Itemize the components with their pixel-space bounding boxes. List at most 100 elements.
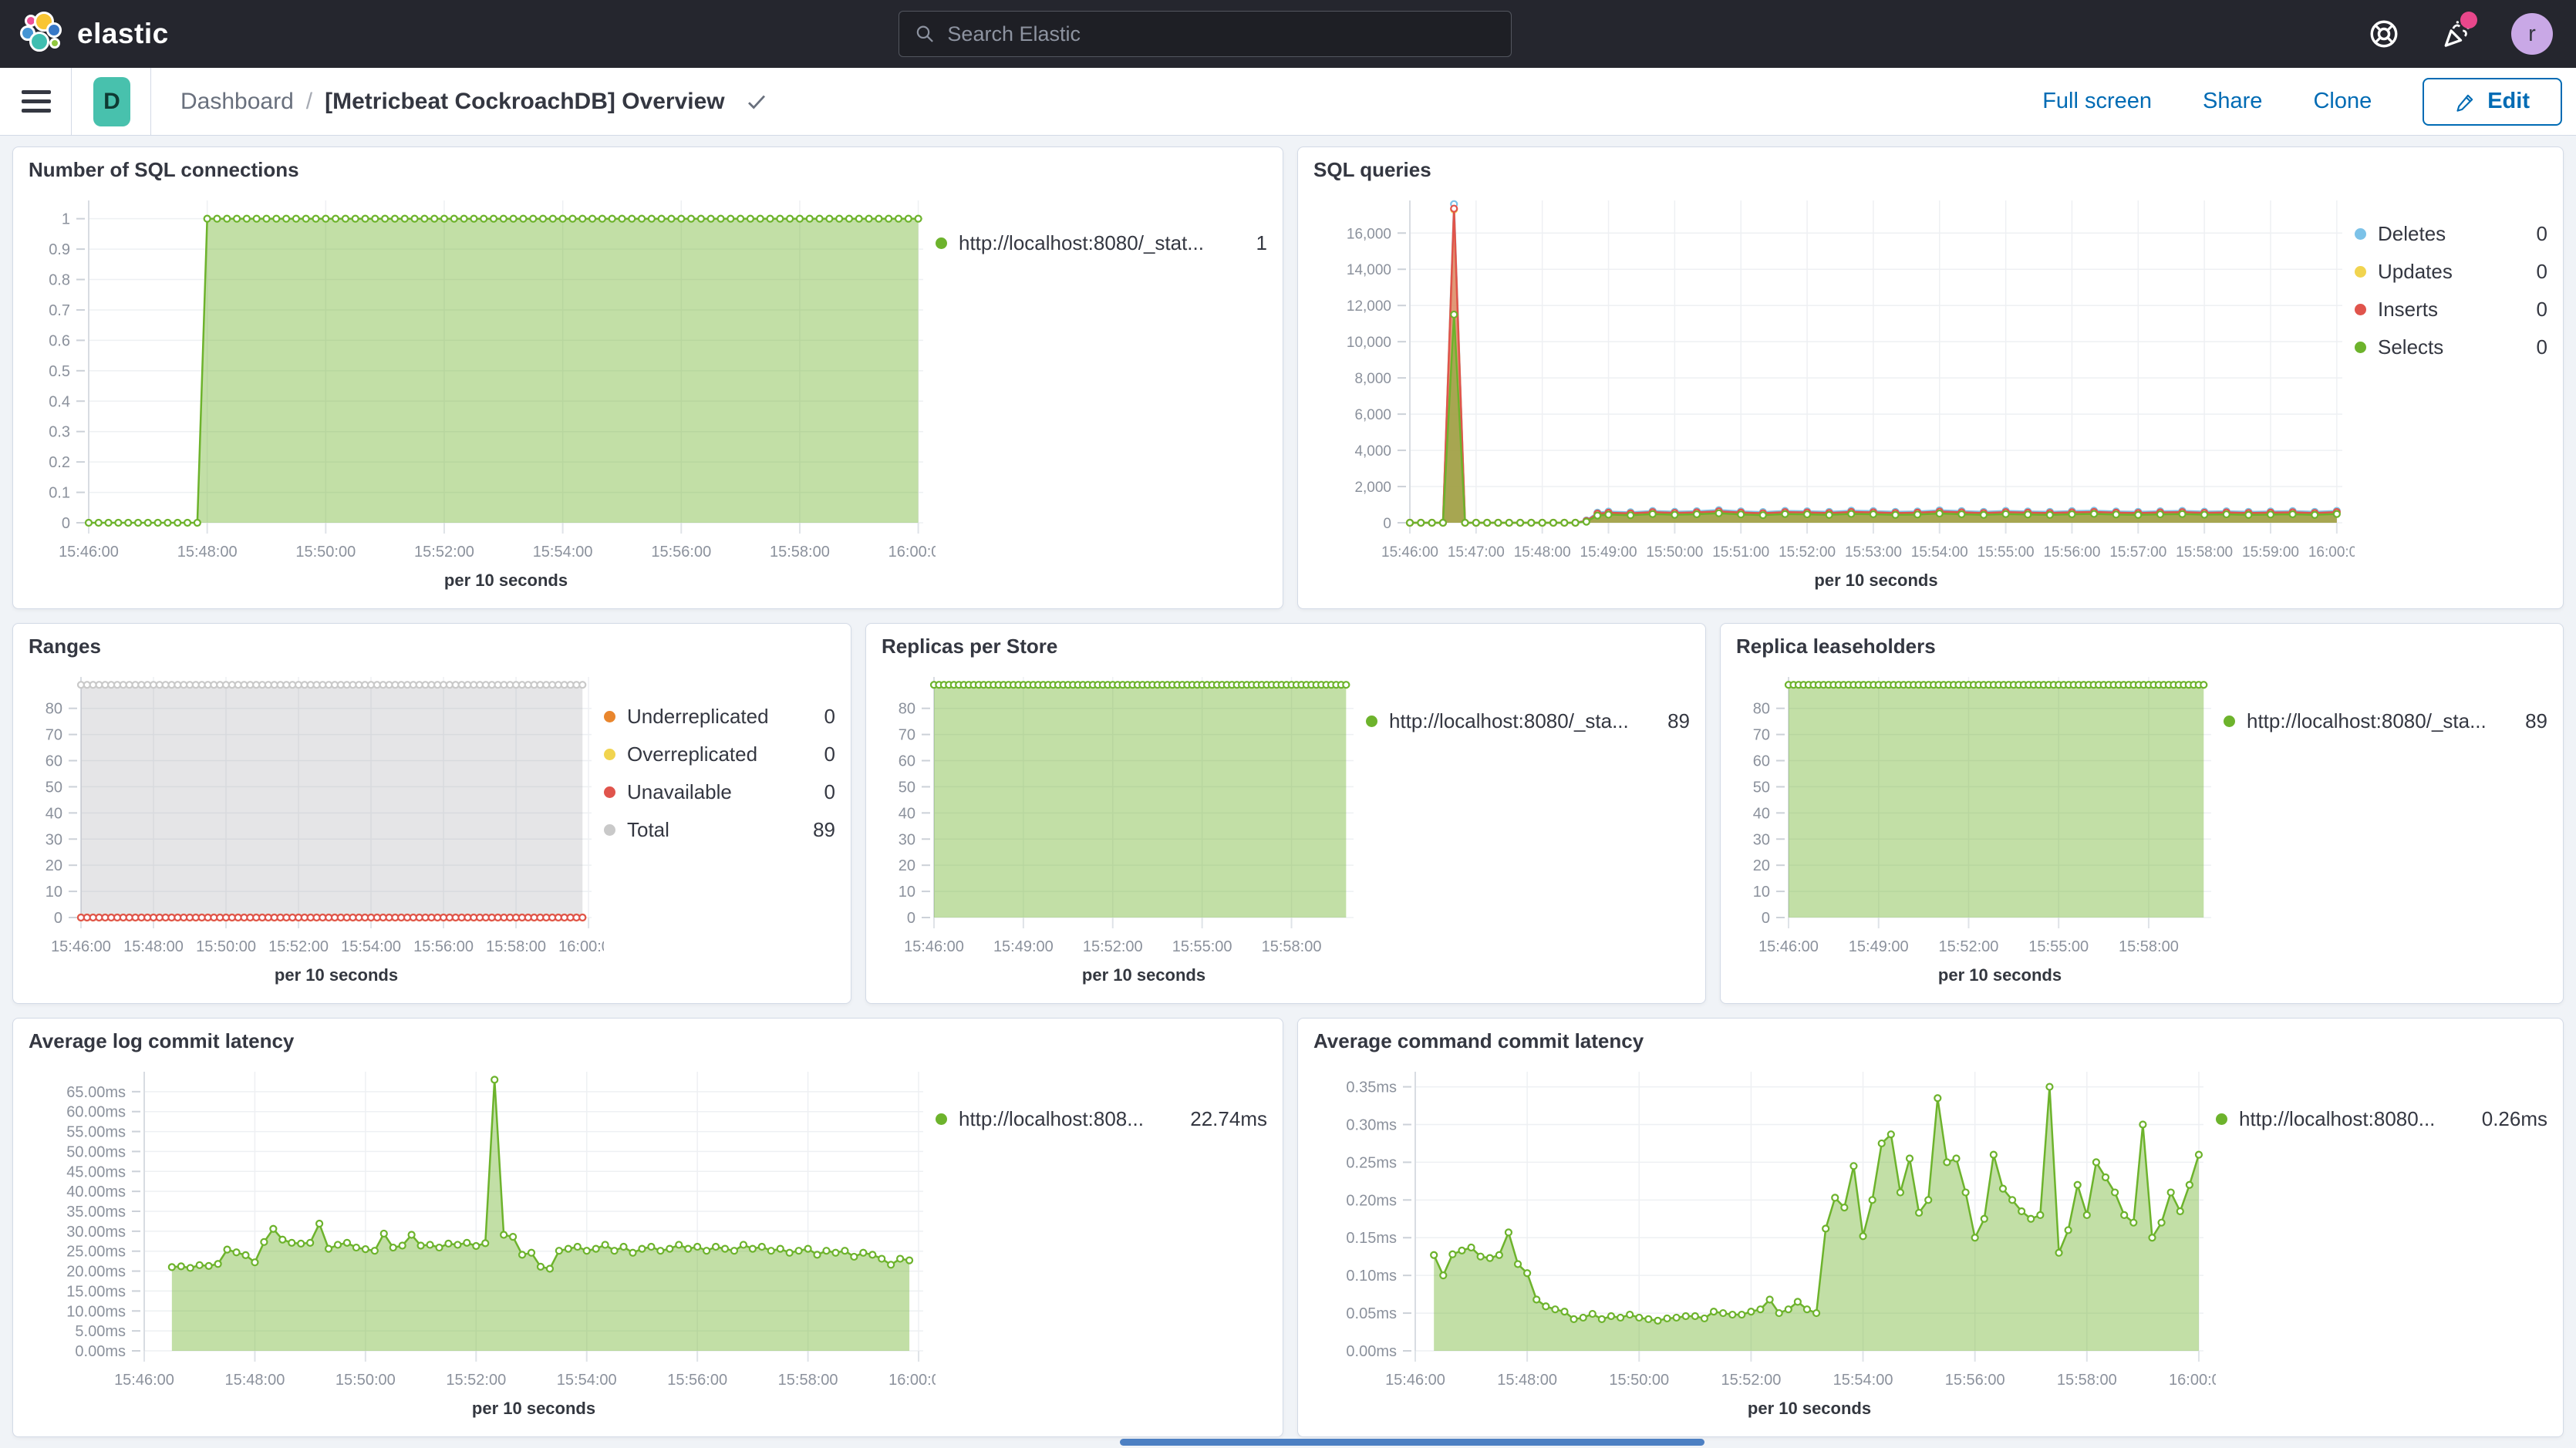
legend-item[interactable]: Selects 0 xyxy=(2355,335,2547,359)
svg-text:0.00ms: 0.00ms xyxy=(1346,1343,1397,1360)
svg-text:15:59:00: 15:59:00 xyxy=(2242,544,2299,561)
svg-text:15:46:00: 15:46:00 xyxy=(114,1372,174,1389)
legend-value: 1 xyxy=(1256,231,1267,254)
legend-dot-icon xyxy=(1366,716,1377,727)
svg-text:15:53:00: 15:53:00 xyxy=(1845,544,1902,561)
legend-item[interactable]: Inserts 0 xyxy=(2355,298,2547,322)
svg-text:15:52:00: 15:52:00 xyxy=(1779,544,1836,561)
svg-text:15:46:00: 15:46:00 xyxy=(904,938,964,955)
legend-label: Inserts xyxy=(2378,298,2439,321)
legend: Deletes 0 Updates 0 Inserts 0 Selects 0 xyxy=(2355,185,2547,594)
svg-text:10,000: 10,000 xyxy=(1347,335,1391,351)
legend-item[interactable]: Updates 0 xyxy=(2355,260,2547,284)
legend-dot-icon xyxy=(2355,266,2366,278)
title-check-icon[interactable] xyxy=(745,90,768,113)
svg-text:15:50:00: 15:50:00 xyxy=(335,1372,396,1389)
legend-item[interactable]: http://localhost:8080/_sta... 89 xyxy=(1366,709,1690,733)
legend-value: 89 xyxy=(1667,709,1690,732)
panel-sql-connections[interactable]: Number of SQL connections 1 0.9 0.8 0.7 0.6 0… xyxy=(12,146,1283,609)
svg-text:60: 60 xyxy=(46,753,62,770)
dashboard-grid: Number of SQL connections 1 0.9 0.8 0.7 0.6 0… xyxy=(0,136,2576,1448)
legend-item[interactable]: http://localhost:8080/_stat... 1 xyxy=(936,231,1267,255)
svg-text:per 10 seconds: per 10 seconds xyxy=(1938,965,2062,985)
svg-text:15:49:00: 15:49:00 xyxy=(1849,938,1909,955)
svg-text:0.10ms: 0.10ms xyxy=(1346,1268,1397,1285)
chart-sql-connections: 1 0.9 0.8 0.7 0.6 0.5 0.4 0.3 0.2 0.1 0 15:46:00 15:… xyxy=(49,200,936,590)
toolbar-actions: Full screen Share Clone Edit xyxy=(2042,77,2576,126)
svg-text:16,000: 16,000 xyxy=(1347,226,1391,242)
svg-text:15:54:00: 15:54:00 xyxy=(1911,544,1968,561)
horizontal-scrollbar[interactable] xyxy=(1120,1439,1704,1446)
elastic-brand[interactable]: elastic xyxy=(0,12,478,56)
svg-text:0.30ms: 0.30ms xyxy=(1346,1116,1397,1133)
legend-item[interactable]: http://localhost:8080/_sta... 89 xyxy=(2224,709,2547,733)
svg-text:15:58:00: 15:58:00 xyxy=(778,1372,838,1389)
svg-text:16:00:00: 16:00:00 xyxy=(558,938,604,955)
svg-text:15:52:00: 15:52:00 xyxy=(268,938,329,955)
user-avatar[interactable]: r xyxy=(2511,13,2553,55)
breadcrumb-dashboard[interactable]: Dashboard xyxy=(180,88,294,114)
svg-text:per 10 seconds: per 10 seconds xyxy=(444,571,568,590)
svg-text:0.3: 0.3 xyxy=(49,424,70,441)
panel-log-commit[interactable]: Average log commit latency 65.00ms 60.00m… xyxy=(12,1018,1283,1437)
legend-dot-icon xyxy=(604,786,615,798)
svg-text:55.00ms: 55.00ms xyxy=(66,1124,126,1141)
legend-item[interactable]: http://localhost:808... 22.74ms xyxy=(936,1107,1267,1131)
panel-sql-queries[interactable]: SQL queries 16,000 14,000 12,000 10,000 8,00… xyxy=(1297,146,2564,609)
panel-command-commit[interactable]: Average command commit latency 0.35ms 0.3… xyxy=(1297,1018,2564,1437)
legend-item[interactable]: Total 89 xyxy=(604,818,835,842)
svg-text:0: 0 xyxy=(907,910,915,927)
search-input[interactable] xyxy=(947,22,1495,46)
panel-title: Average command commit latency xyxy=(1313,1029,1644,1052)
clone-button[interactable]: Clone xyxy=(2313,89,2372,113)
svg-text:0: 0 xyxy=(1762,910,1770,927)
svg-text:40: 40 xyxy=(46,805,62,822)
svg-text:0.35ms: 0.35ms xyxy=(1346,1079,1397,1096)
legend-value: 0 xyxy=(2536,260,2547,283)
dashboard-app-badge[interactable]: D xyxy=(93,76,130,126)
panel-title: Average log commit latency xyxy=(29,1029,295,1052)
full-screen-button[interactable]: Full screen xyxy=(2042,89,2153,113)
news-icon[interactable] xyxy=(2439,12,2477,52)
share-button[interactable]: Share xyxy=(2203,89,2263,113)
svg-text:15:48:00: 15:48:00 xyxy=(177,544,238,561)
svg-text:15:58:00: 15:58:00 xyxy=(2176,544,2233,561)
svg-text:50: 50 xyxy=(1753,779,1770,796)
svg-text:0.4: 0.4 xyxy=(49,393,70,410)
svg-text:10: 10 xyxy=(1753,884,1770,901)
chart-sql-queries: 16,000 14,000 12,000 10,000 8,000 6,000 4,000 2… xyxy=(1347,200,2355,590)
legend: Underreplicated 0 Overreplicated 0 Unavailab… xyxy=(604,662,835,988)
svg-text:70: 70 xyxy=(899,727,915,744)
legend-label: Updates xyxy=(2378,260,2453,283)
legend-label: http://localhost:8080/_sta... xyxy=(1389,709,1629,732)
legend: http://localhost:8080... 0.26ms xyxy=(2216,1056,2547,1422)
legend: http://localhost:8080/_stat... 1 xyxy=(936,185,1267,594)
panel-title: Replicas per Store xyxy=(882,635,1058,658)
svg-text:30.00ms: 30.00ms xyxy=(66,1224,126,1241)
panel-leaseholders[interactable]: Replica leaseholders 80 70 60 50 40 30 20 10 0 15… xyxy=(1720,623,2564,1004)
svg-text:16:00:00: 16:00:00 xyxy=(888,1372,936,1389)
legend-item[interactable]: Underreplicated 0 xyxy=(604,705,835,729)
app-badge-letter: D xyxy=(103,88,120,114)
global-search[interactable] xyxy=(899,11,1512,57)
panel-replicas[interactable]: Replicas per Store 80 70 60 50 40 30 20 10 0 15:4… xyxy=(865,623,1706,1004)
svg-text:0.5: 0.5 xyxy=(49,363,70,380)
legend-item[interactable]: Unavailable 0 xyxy=(604,780,835,804)
svg-text:80: 80 xyxy=(1753,701,1770,718)
svg-text:15:55:00: 15:55:00 xyxy=(1978,544,2035,561)
legend-item[interactable]: Overreplicated 0 xyxy=(604,743,835,766)
help-icon[interactable] xyxy=(2366,16,2402,52)
legend-dot-icon xyxy=(604,711,615,722)
legend-value: 89 xyxy=(2525,709,2547,732)
legend-item[interactable]: Deletes 0 xyxy=(2355,222,2547,246)
menu-icon[interactable] xyxy=(22,85,51,118)
svg-text:2,000: 2,000 xyxy=(1354,480,1391,496)
svg-text:0.05ms: 0.05ms xyxy=(1346,1305,1397,1322)
svg-text:15:56:00: 15:56:00 xyxy=(1945,1372,2005,1389)
header-actions: r xyxy=(2366,12,2576,55)
legend-item[interactable]: http://localhost:8080... 0.26ms xyxy=(2216,1107,2547,1131)
svg-text:15:47:00: 15:47:00 xyxy=(1448,544,1505,561)
svg-text:0.2: 0.2 xyxy=(49,454,70,471)
panel-ranges[interactable]: Ranges 80 70 60 50 40 30 20 10 0 15:46:00 15:48:00… xyxy=(12,623,851,1004)
edit-button[interactable]: Edit xyxy=(2423,77,2562,126)
